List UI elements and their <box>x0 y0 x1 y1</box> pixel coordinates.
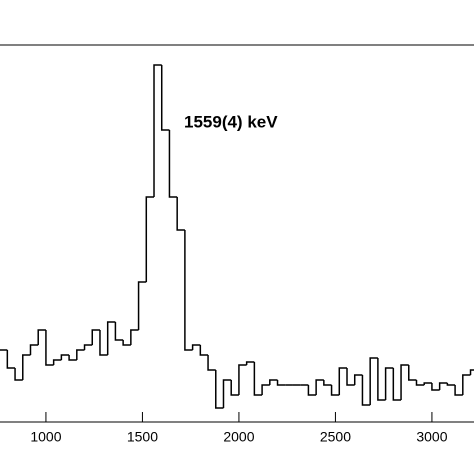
histogram-bin <box>408 365 417 381</box>
histogram-bin <box>261 384 270 395</box>
histogram-bin <box>52 359 62 365</box>
histogram-bin <box>45 330 54 366</box>
histogram-bin <box>122 340 131 346</box>
histogram-bin <box>392 368 402 401</box>
histogram-bin <box>415 380 425 386</box>
histogram-bin <box>130 329 139 345</box>
histogram-bin <box>114 322 124 341</box>
histogram-bin <box>22 354 31 380</box>
histogram-bin <box>423 382 432 385</box>
histogram-bin <box>207 355 216 371</box>
histogram-bin <box>462 374 471 395</box>
histogram-bin <box>323 380 332 386</box>
histogram-bin <box>338 367 348 395</box>
histogram-bin <box>68 355 77 361</box>
histogram-bin <box>431 383 440 391</box>
histogram-bin <box>37 329 46 345</box>
histogram-bin <box>230 380 239 396</box>
histogram-bin <box>76 349 85 360</box>
histogram-bin <box>369 357 378 405</box>
histogram-bin <box>191 344 201 350</box>
histogram-bin <box>446 383 456 386</box>
histogram-bin <box>137 281 147 330</box>
histogram-bin <box>215 370 224 409</box>
histogram-bin <box>99 330 108 356</box>
x-tick-label: 1500 <box>127 429 158 445</box>
x-tick-label: 1000 <box>30 429 61 445</box>
histogram-bin <box>153 64 162 197</box>
histogram-bin <box>253 362 263 396</box>
histogram-bin <box>454 385 463 396</box>
histogram-bin <box>60 354 70 360</box>
x-tick-label: 2500 <box>320 429 351 445</box>
histogram-bin <box>6 350 16 369</box>
x-tick-label: 2000 <box>223 429 254 445</box>
histogram-bin <box>469 369 474 375</box>
histogram-bin <box>106 321 116 355</box>
histogram-bin <box>361 375 371 406</box>
histogram-bin <box>176 197 185 231</box>
histogram-bin <box>377 358 386 401</box>
histogram-bin <box>14 368 23 381</box>
histogram-bin <box>184 230 193 351</box>
histogram-bin <box>307 385 317 396</box>
histogram-bin <box>238 364 247 395</box>
histogram-bin <box>83 344 93 350</box>
histogram-bin <box>222 379 232 408</box>
x-tick-label: 3000 <box>416 429 447 445</box>
histogram-bin <box>269 379 278 385</box>
histogram-bin <box>384 367 394 400</box>
histogram-bin <box>245 361 255 365</box>
histogram-bin <box>315 379 324 395</box>
histogram-bin <box>91 329 100 345</box>
histogram-bin <box>199 345 209 356</box>
histogram-bin <box>276 380 286 386</box>
histogram-bin <box>400 364 409 400</box>
histogram-bin <box>168 130 178 198</box>
histogram-bin <box>346 368 355 386</box>
histogram-bin <box>145 196 155 282</box>
histogram-bin <box>29 344 39 355</box>
histogram-bin <box>160 65 170 131</box>
histogram-bin <box>438 382 448 390</box>
histogram-bin <box>353 374 363 385</box>
peak-annotation: 1559(4) keV <box>184 112 278 131</box>
histogram-bin <box>330 385 340 396</box>
